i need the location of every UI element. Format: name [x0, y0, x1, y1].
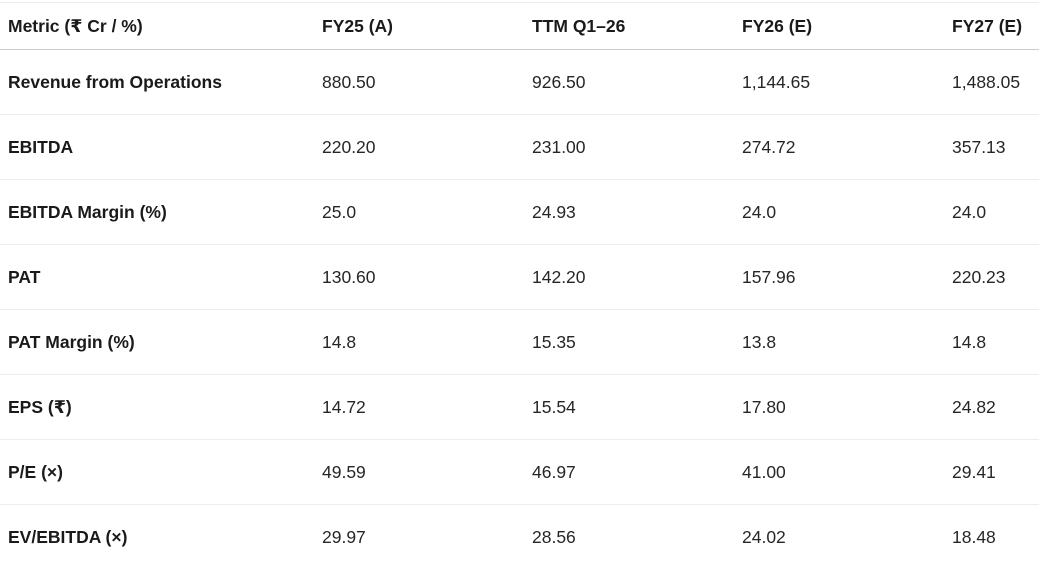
column-header-fy26: FY26 (E): [742, 2, 952, 50]
metric-value: 13.8: [742, 309, 952, 375]
metric-value: 15.54: [532, 374, 742, 440]
metric-value: 130.60: [322, 244, 532, 310]
table-row: Revenue from Operations 880.50 926.50 1,…: [0, 49, 1039, 115]
metric-value: 25.0: [322, 179, 532, 245]
table-row: PAT 130.60 142.20 157.96 220.23: [0, 244, 1039, 310]
metric-value: 220.20: [322, 114, 532, 180]
metric-value: 29.97: [322, 527, 366, 547]
metric-value: 274.72: [742, 114, 952, 180]
metric-value: 157.96: [742, 244, 952, 310]
metric-value: 18.48: [952, 527, 996, 547]
table-row: EV/EBITDA (×) 29.97 28.56 24.02 18.48: [0, 505, 1039, 570]
metric-label: EBITDA Margin (%): [0, 179, 322, 245]
column-header-fy27: FY27 (E): [952, 2, 1039, 50]
metric-value: 1,144.65: [742, 49, 952, 115]
table-row: EBITDA 220.20 231.00 274.72 357.13: [0, 114, 1039, 180]
header-row: Metric (₹ Cr / %) FY25 (A) TTM Q1–26 FY2…: [0, 2, 1039, 50]
metric-value: 357.13: [952, 114, 1039, 180]
metric-value: 15.35: [532, 309, 742, 375]
metric-value: 926.50: [532, 49, 742, 115]
metric-value: 28.56: [532, 527, 576, 547]
metric-value: 231.00: [532, 114, 742, 180]
metric-label: Revenue from Operations: [0, 49, 322, 115]
metric-value: 14.8: [952, 309, 1039, 375]
metric-value: 46.97: [532, 439, 742, 505]
metric-value: 24.0: [742, 179, 952, 245]
metric-label: PAT Margin (%): [0, 309, 322, 375]
metric-value: 14.8: [322, 309, 532, 375]
table-row: EBITDA Margin (%) 25.0 24.93 24.0 24.0: [0, 179, 1039, 245]
metric-value: 142.20: [532, 244, 742, 310]
metric-label: PAT: [0, 244, 322, 310]
metric-value: 29.41: [952, 439, 1039, 505]
metric-label: EBITDA: [0, 114, 322, 180]
metric-value: 41.00: [742, 439, 952, 505]
metric-value: 24.0: [952, 179, 1039, 245]
financials-table: Metric (₹ Cr / %) FY25 (A) TTM Q1–26 FY2…: [0, 2, 1039, 569]
column-header-fy25: FY25 (A): [322, 2, 532, 50]
metric-value: 24.82: [952, 374, 1039, 440]
metric-value: 880.50: [322, 49, 532, 115]
metric-value: 49.59: [322, 439, 532, 505]
metric-value: 24.93: [532, 179, 742, 245]
metric-label: P/E (×): [0, 439, 322, 505]
metric-value: 17.80: [742, 374, 952, 440]
metric-label: EPS (₹): [0, 374, 322, 440]
table-row: P/E (×) 49.59 46.97 41.00 29.41: [0, 439, 1039, 505]
table-row: PAT Margin (%) 14.8 15.35 13.8 14.8: [0, 309, 1039, 375]
metric-value: 1,488.05: [952, 49, 1039, 115]
column-header-metric: Metric (₹ Cr / %): [0, 2, 322, 50]
metric-value: 220.23: [952, 244, 1039, 310]
column-header-ttm-q1-26: TTM Q1–26: [532, 2, 742, 50]
metric-value: 24.02: [742, 527, 786, 547]
table-row: EPS (₹) 14.72 15.54 17.80 24.82: [0, 374, 1039, 440]
metric-label: EV/EBITDA (×): [8, 527, 128, 547]
metric-value: 14.72: [322, 374, 532, 440]
